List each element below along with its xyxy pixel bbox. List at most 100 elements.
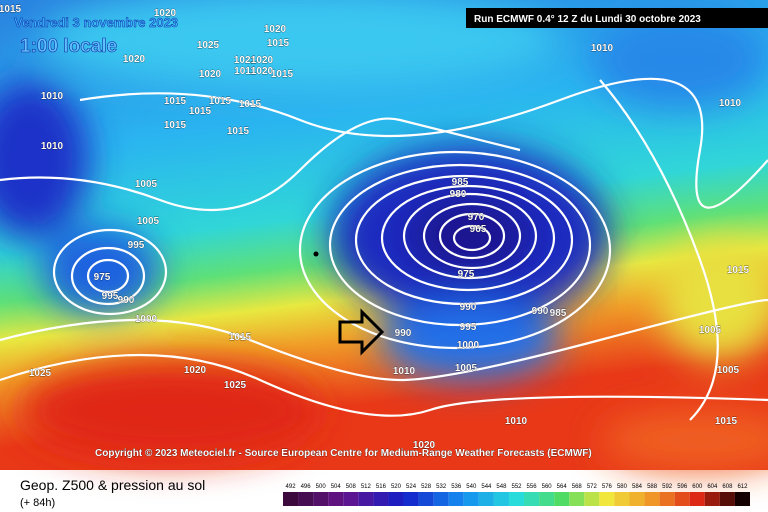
isobar-label: 1010 — [41, 91, 64, 102]
arrow — [338, 308, 385, 356]
legend-label: 560 — [542, 484, 553, 490]
isobar-label: 1015 — [271, 69, 294, 80]
legend-label: 516 — [376, 484, 387, 490]
isobar-label: 1020 — [184, 365, 207, 376]
isobar-label: 1015 — [267, 38, 290, 49]
isobar-label: 995 — [128, 240, 145, 251]
isobar-label: 1020 — [413, 440, 436, 451]
legend-swatch — [403, 492, 419, 506]
isobar-label: 1010 — [505, 416, 528, 427]
isobar-label: 1020 — [123, 54, 146, 65]
legend-label: 604 — [707, 484, 718, 490]
legend-label: 612 — [737, 484, 748, 490]
legend-label: 572 — [587, 484, 598, 490]
isobar-label: 1020 — [154, 8, 177, 19]
legend-label: 540 — [466, 484, 477, 490]
isobar-label: 1015 — [227, 126, 250, 137]
legend-swatch — [388, 492, 404, 506]
legend-swatch — [493, 492, 509, 506]
isobar-label: 995 — [460, 322, 477, 333]
legend-label: 544 — [481, 484, 492, 490]
legend-label: 564 — [557, 484, 568, 490]
legend-label: 588 — [647, 484, 658, 490]
legend-swatch — [298, 492, 314, 506]
isobar-label: 1005 — [455, 363, 478, 374]
isobar-label: 1005 — [717, 365, 740, 376]
legend-swatch — [554, 492, 570, 506]
isobar-label: 990 — [460, 302, 477, 313]
marker — [313, 251, 319, 257]
isobar-label: 1015 — [229, 332, 252, 343]
time: 1:00 locale — [20, 36, 117, 57]
legend-label: 600 — [692, 484, 703, 490]
legend-swatch — [508, 492, 525, 506]
isobar-label: 1015 — [164, 120, 187, 131]
legend-swatch — [328, 492, 344, 506]
isobar-label: 1020 — [251, 55, 274, 66]
isobar-label: 990 — [532, 306, 549, 317]
legend-label: 596 — [677, 484, 688, 490]
isobar-label: 1015 — [715, 416, 738, 427]
isobar-label: 1005 — [137, 216, 160, 227]
isobar-label: 1010 — [591, 43, 614, 54]
legend-swatch — [734, 492, 750, 506]
isobar-label: 1025 — [197, 40, 220, 51]
legend-swatch — [343, 492, 359, 506]
isobar-label: 1025 — [224, 380, 247, 391]
field — [0, 0, 768, 470]
isobar-label: 965 — [470, 224, 487, 235]
isobar-label: 1020 — [251, 66, 274, 77]
legend-label: 500 — [316, 484, 327, 490]
legend-swatch — [689, 492, 705, 506]
legend-label: 496 — [301, 484, 312, 490]
legend-label: 504 — [331, 484, 342, 490]
legend-label: 592 — [662, 484, 673, 490]
legend-label: 580 — [617, 484, 628, 490]
footer-lead: (+ 84h) — [20, 497, 55, 509]
legend-swatch — [569, 492, 585, 506]
isobar-label: 1010 — [393, 366, 416, 377]
isobar-label: 970 — [468, 212, 485, 223]
legend-label: 528 — [421, 484, 432, 490]
legend-swatch — [433, 492, 449, 506]
legend-swatch — [463, 492, 479, 506]
isobar-label: 985 — [550, 308, 567, 319]
isobar-label: 1025 — [29, 368, 52, 379]
isobar-label: 990 — [395, 328, 412, 339]
run-box — [466, 8, 768, 28]
isobar-label: 1005 — [699, 325, 722, 336]
legend-swatch — [283, 492, 299, 506]
legend-swatch — [644, 492, 660, 506]
legend-label: 532 — [436, 484, 447, 490]
legend-swatch — [313, 492, 329, 506]
legend-swatch — [584, 492, 600, 506]
legend-swatch — [659, 492, 675, 506]
isobar-label: 975 — [458, 269, 475, 280]
legend-swatch — [614, 492, 630, 506]
legend-label: 568 — [572, 484, 583, 490]
legend-swatch — [373, 492, 389, 506]
legend-swatch — [448, 492, 464, 506]
isobar-label: 1010 — [719, 98, 742, 109]
isobars — [0, 77, 768, 421]
legend-swatch — [358, 492, 374, 506]
isobar-label: 985 — [452, 177, 469, 188]
legend-swatch — [704, 492, 720, 506]
legend-swatch — [418, 492, 434, 506]
isobar-label: 990 — [118, 295, 135, 306]
isobar-label: 1000 — [135, 314, 158, 325]
legend-label: 584 — [632, 484, 643, 490]
legend-swatch — [539, 492, 555, 506]
isobar-label: 995 — [102, 291, 119, 302]
isobar-label: 1015 — [239, 99, 262, 110]
isobar-label: 975 — [94, 272, 111, 283]
legend-swatch — [719, 492, 735, 506]
isobar-label: 1015 — [209, 96, 232, 107]
isobar-label: 980 — [450, 189, 467, 200]
isobar-label: 1020 — [264, 24, 287, 35]
isobar-label: 1015 — [727, 265, 750, 276]
isobar-label: 1015 — [189, 106, 212, 117]
legend-label: 524 — [406, 484, 417, 490]
